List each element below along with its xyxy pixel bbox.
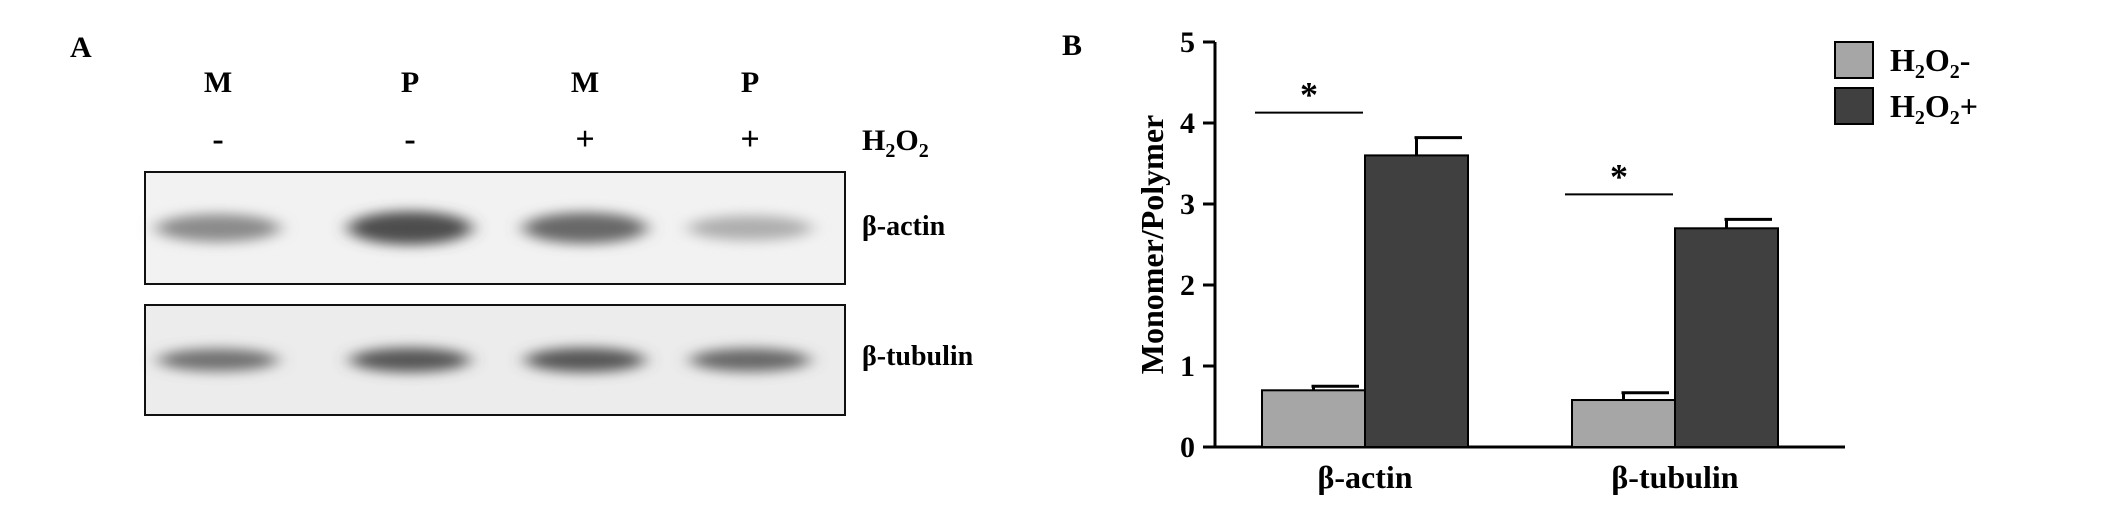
y-tick-label-4: 4 <box>1180 107 1195 140</box>
beta-tubulin-band-lane-1 <box>158 348 278 372</box>
bars <box>1261 136 1779 448</box>
lane-2-fraction: P <box>401 66 419 99</box>
significance-markers: ** <box>1255 75 1673 196</box>
legend-swatch-0 <box>1834 41 1874 79</box>
lane-4-treatment: + <box>740 121 759 158</box>
lane-headers: M - P - M + P + <box>204 66 760 158</box>
blot-label-beta-actin: β-actin <box>862 211 946 242</box>
y-tick-label-3: 3 <box>1180 188 1195 221</box>
lane-3-treatment: + <box>575 121 594 158</box>
y-ticks: 0 1 2 3 4 5 <box>1180 26 1215 464</box>
y-axis-label: Monomer/Polymer <box>1134 115 1170 374</box>
y-tick-label-1: 1 <box>1180 350 1195 383</box>
beta-tubulin-bands <box>158 347 810 373</box>
legend-label-0: H2O2- <box>1890 42 1970 83</box>
beta-tubulin-band-lane-3 <box>525 347 645 373</box>
panel-a-label: A <box>70 31 92 64</box>
legend: H2O2- H2O2+ <box>1834 41 1978 129</box>
y-tick-label-0: 0 <box>1180 431 1195 464</box>
lane-2-treatment: - <box>404 121 415 158</box>
bar-0-1 <box>1364 154 1469 448</box>
x-tick-labels: β-actin β-tubulin <box>1317 459 1738 495</box>
bar-0-0 <box>1261 389 1366 448</box>
beta-actin-band-lane-2 <box>348 211 472 245</box>
significance-star-0: * <box>1300 75 1318 115</box>
legend-swatch-1 <box>1834 87 1874 125</box>
beta-actin-band-lane-1 <box>156 214 280 242</box>
beta-actin-band-lane-4 <box>688 215 812 241</box>
beta-tubulin-band-lane-2 <box>350 347 470 373</box>
lane-3-fraction: M <box>571 66 599 99</box>
lane-1-treatment: - <box>212 121 223 158</box>
y-tick-label-2: 2 <box>1180 269 1195 302</box>
lane-1-fraction: M <box>204 66 232 99</box>
bar-1-0 <box>1571 399 1676 448</box>
panel-b-label: B <box>1062 29 1082 62</box>
beta-tubulin-band-lane-4 <box>690 348 810 372</box>
blot-label-beta-tubulin: β-tubulin <box>862 341 974 372</box>
significance-star-1: * <box>1610 156 1628 196</box>
y-tick-label-5: 5 <box>1180 26 1195 59</box>
panel-a: A M - P - M + P + H2O2 β-actin β-tubulin <box>70 31 974 416</box>
bar-1-1 <box>1674 227 1779 448</box>
beta-actin-band-lane-3 <box>523 212 647 244</box>
x-tick-label-1: β-tubulin <box>1611 459 1738 495</box>
beta-actin-bands <box>156 211 812 245</box>
x-tick-label-0: β-actin <box>1317 459 1412 495</box>
h2o2-treatment-label: H2O2 <box>862 124 929 162</box>
panel-b: B Monomer/Polymer 0 1 2 3 4 5 β-actin β-tubuli… <box>1062 26 1978 495</box>
lane-4-fraction: P <box>741 66 759 99</box>
legend-label-1: H2O2+ <box>1890 88 1978 129</box>
